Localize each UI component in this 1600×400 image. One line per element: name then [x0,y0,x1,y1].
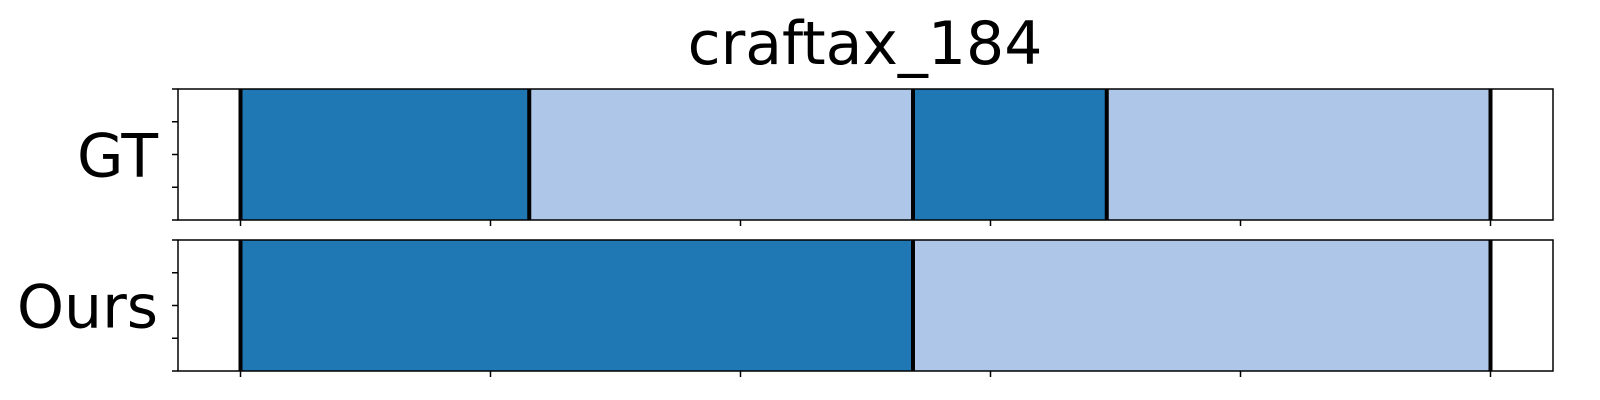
row-label: Ours [17,273,158,343]
segment-bar [240,89,530,220]
segment-bar [913,89,1107,220]
rows-group: GT Ours [17,88,1554,377]
row-label: GT [77,122,158,192]
chart-title: craftax_184 [688,9,1043,79]
segment-bar [1106,89,1491,220]
segment-bar [529,89,913,220]
segment-bar [913,240,1491,371]
segment-bar [240,240,913,371]
